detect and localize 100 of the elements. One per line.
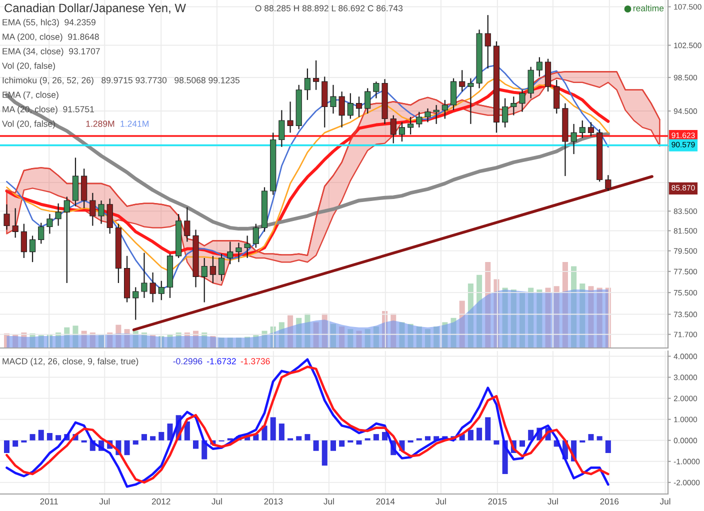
candlestick [4,204,10,230]
bar [12,334,18,348]
bar [304,314,310,348]
bar [485,417,491,440]
bar [519,440,526,447]
candlestick [408,116,414,136]
bar [38,430,44,440]
chart-title: Vol (20, false) [2,120,55,129]
bar [605,440,611,453]
candlestick [330,84,336,114]
annotation: EMA (55, hlc3) 94.2359 [2,18,96,28]
candlestick [141,252,148,299]
bar [373,434,379,440]
candlestick [588,122,594,137]
candlestick [570,123,577,155]
bar [545,288,551,348]
candlestick [20,223,27,259]
candlestick [55,202,62,226]
candlestick [373,81,380,99]
bar [468,284,474,348]
x-tick-label: 2013 [264,498,283,504]
bar [124,440,130,456]
bar [339,326,345,348]
bar [390,314,396,348]
bar [408,324,414,348]
candlestick [502,98,508,128]
bar [116,324,122,348]
bar [296,436,302,440]
bar [450,318,456,348]
candlestick [218,253,225,282]
bar [90,332,96,348]
bar [364,329,370,348]
bar [107,332,113,348]
bar [218,338,224,348]
bar [38,335,44,348]
bar [373,326,379,348]
bar [536,290,542,348]
bar [528,288,534,348]
x-tick-label: Jul [99,498,110,504]
candlestick [459,70,466,92]
bar [158,432,164,440]
x-tick-label: 2011 [40,498,58,504]
bar [4,440,10,453]
bar [296,318,302,348]
candlestick [398,122,406,142]
bar [554,286,560,348]
candlestick [347,92,354,120]
candlestick [252,223,259,248]
candlestick [29,235,36,263]
bar [510,290,516,348]
x-tick-label: Jul [660,498,670,504]
bar [270,417,276,440]
bar [416,326,422,348]
bar [476,428,482,440]
annotation: 1.241M [120,120,148,127]
candlestick [519,89,526,112]
bar [64,327,70,348]
bar [313,322,319,348]
candlestick [210,255,216,284]
bar [596,288,602,348]
bar [304,434,310,440]
bar [12,440,18,447]
bar [141,332,147,348]
bar [588,434,594,440]
bar [56,435,62,440]
bar [150,335,156,348]
x-tick-label: 2016 [600,498,619,504]
bar [356,330,362,348]
candlestick [287,101,294,134]
candlestick [244,235,250,259]
bar [459,300,465,348]
bar [56,332,62,348]
candlestick [338,90,345,128]
bar [288,315,294,348]
bar [434,326,440,348]
candlestick [528,66,534,99]
candlestick [433,104,440,124]
bar [588,286,594,348]
candlestick [46,213,53,234]
bar [72,326,78,348]
bar [562,262,568,348]
bar [399,322,405,348]
candlestick [90,192,96,226]
candlestick [554,79,560,114]
bar [476,274,482,348]
candlestick [536,56,542,78]
bar [424,329,431,348]
bar [98,335,104,348]
bar [442,322,448,348]
annotation: Vol (20, false) [2,62,55,71]
bar [330,324,336,348]
candlestick [442,99,448,120]
x-tick-label: 2015 [488,498,507,504]
bar [278,424,284,440]
bar [502,288,508,348]
annotation: -1.6732 [207,358,236,364]
bar [262,330,268,348]
x-tick-label: Jul [548,498,558,504]
bar [339,440,345,447]
candlestick [158,280,164,301]
